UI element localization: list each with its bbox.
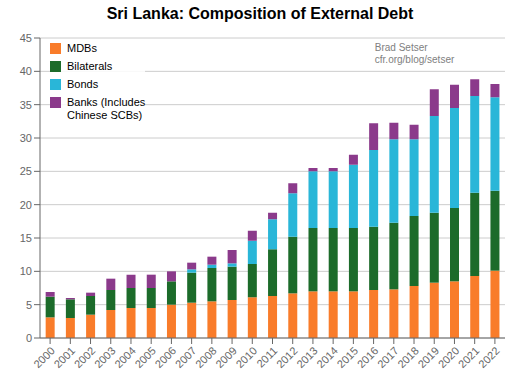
svg-text:10: 10 <box>20 265 32 277</box>
svg-text:2009: 2009 <box>213 344 239 370</box>
svg-text:2007: 2007 <box>173 344 199 370</box>
html-text:Sri Lanka: Composition of Exte: Sri Lanka: Composition of External Debt <box>106 5 414 22</box>
svg-text:2016: 2016 <box>355 344 381 370</box>
svg-text:15: 15 <box>20 232 32 244</box>
svg-text:2020: 2020 <box>436 344 462 370</box>
svg-text:25: 25 <box>20 165 32 177</box>
svg-text:2019: 2019 <box>415 344 441 370</box>
svg-text:2001: 2001 <box>51 344 77 370</box>
svg-text:2005: 2005 <box>132 344 158 370</box>
svg-text:0: 0 <box>26 332 32 344</box>
html-text:Brad Setser cfr.org/blog/setse: Brad Setser cfr.org/blog/setser <box>374 42 455 65</box>
svg-text:2015: 2015 <box>335 344 361 370</box>
svg-text:2004: 2004 <box>112 344 138 370</box>
svg-text:2014: 2014 <box>314 344 340 370</box>
svg-text:2008: 2008 <box>193 344 219 370</box>
html-text:Bonds: Bonds <box>67 78 99 90</box>
svg-text:2012: 2012 <box>274 344 300 370</box>
svg-text:2017: 2017 <box>375 344 401 370</box>
html-text:Banks (Includes Chinese SCBs): Banks (Includes Chinese SCBs) <box>67 96 146 121</box>
svg-text:30: 30 <box>20 132 32 144</box>
svg-text:40: 40 <box>20 65 32 77</box>
svg-text:2013: 2013 <box>294 344 320 370</box>
svg-text:5: 5 <box>26 299 32 311</box>
svg-text:45: 45 <box>20 32 32 44</box>
svg-text:2021: 2021 <box>456 344 482 370</box>
svg-text:2018: 2018 <box>395 344 421 370</box>
svg-text:20: 20 <box>20 199 32 211</box>
svg-text:2000: 2000 <box>31 344 57 370</box>
svg-text:2022: 2022 <box>476 344 502 370</box>
svg-text:35: 35 <box>20 99 32 111</box>
svg-text:2011: 2011 <box>254 344 279 369</box>
svg-text:2003: 2003 <box>92 344 118 370</box>
svg-text:2010: 2010 <box>233 344 259 370</box>
svg-text:2002: 2002 <box>72 344 98 370</box>
html-text:MDBs: MDBs <box>67 42 97 54</box>
html-text:Bilaterals: Bilaterals <box>67 60 113 72</box>
svg-text:2006: 2006 <box>153 344 179 370</box>
